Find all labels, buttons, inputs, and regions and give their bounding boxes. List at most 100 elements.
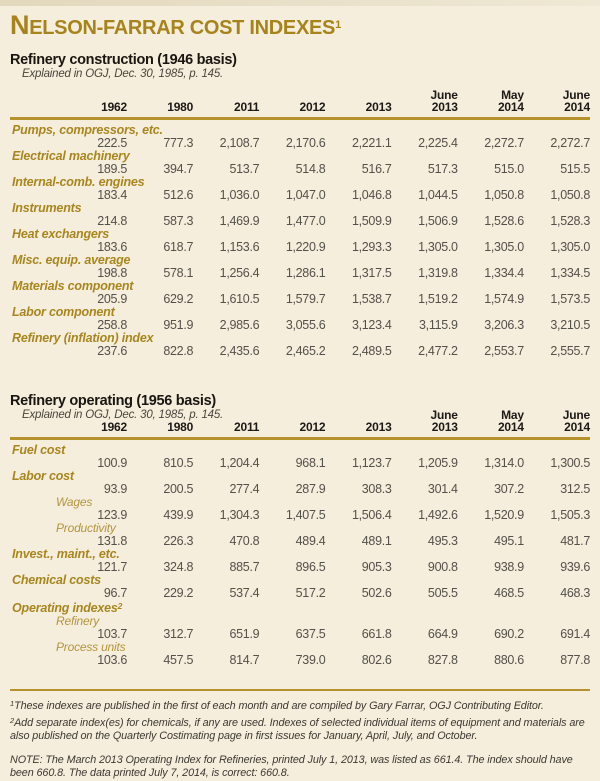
page: NELSON-FARRAR COST INDEXES1 Refinery con… — [0, 10, 600, 781]
table-row: Labor cost 93.9 200.5 277.4 287.9 308.3 … — [10, 470, 590, 496]
table-row: Operating indexes2 — [10, 600, 590, 615]
header-rule — [10, 437, 590, 440]
value-cell: 489.4 — [295, 534, 326, 548]
column-header: 2011 — [234, 420, 260, 434]
row-label-group: Operating indexes2 — [10, 600, 590, 615]
value-cell: 1,256.4 — [219, 266, 260, 280]
value-cell: 739.0 — [295, 653, 326, 667]
row-values: 93.9 200.5 277.4 287.9 308.3 301.4 307.2… — [10, 483, 590, 496]
value-cell: 661.8 — [361, 627, 392, 641]
value-cell: 1,293.3 — [351, 240, 392, 254]
row-label: Labor component — [12, 305, 115, 319]
value-cell: 515.5 — [560, 162, 590, 176]
value-cell: 1,314.0 — [484, 456, 524, 470]
value-cell: 96.7 — [103, 586, 127, 600]
row-values: 103.6 457.5 814.7 739.0 802.6 827.8 880.… — [10, 654, 590, 667]
value-cell: 2,489.5 — [351, 344, 392, 358]
value-cell: 690.2 — [494, 627, 524, 641]
table-row: Invest., maint., etc. 121.7 324.8 885.7 … — [10, 548, 590, 574]
value-cell: 885.7 — [229, 560, 260, 574]
value-cell: 468.3 — [560, 586, 590, 600]
value-cell: 1,153.6 — [219, 240, 260, 254]
column-header: May 2014 — [497, 88, 524, 114]
column-header-row: 1962 1980 2011 2012 2013 June 2013 May 2… — [10, 89, 590, 113]
value-cell: 1,047.0 — [285, 188, 326, 202]
value-cell: 822.8 — [163, 344, 194, 358]
value-cell: 900.8 — [427, 560, 458, 574]
row-label: Process units — [56, 640, 126, 654]
value-cell: 457.5 — [163, 653, 194, 667]
value-cell: 1,334.4 — [484, 266, 524, 280]
row-label: Labor cost — [12, 469, 74, 483]
value-cell: 1,505.3 — [550, 508, 590, 522]
page-title-initial: N — [10, 10, 30, 40]
value-cell: 2,221.1 — [351, 136, 392, 150]
value-cell: 183.4 — [97, 188, 127, 202]
section-subheading: Explained in OGJ, Dec. 30, 1985, p. 145. — [22, 409, 224, 421]
value-cell: 2,435.6 — [219, 344, 260, 358]
value-cell: 578.1 — [163, 266, 194, 280]
value-cell: 495.1 — [494, 534, 524, 548]
value-cell: 226.3 — [163, 534, 194, 548]
value-cell: 1,528.3 — [550, 214, 590, 228]
value-cell: 651.9 — [229, 627, 260, 641]
value-cell: 2,272.7 — [484, 136, 524, 150]
value-cell: 324.8 — [163, 560, 194, 574]
value-cell: 1,220.9 — [285, 240, 326, 254]
row-label: Refinery — [56, 614, 100, 628]
value-cell: 481.7 — [560, 534, 590, 548]
footnote: 2Add separate index(es) for chemicals, i… — [10, 714, 590, 744]
top-band — [0, 0, 600, 6]
value-cell: 1,519.2 — [418, 292, 458, 306]
value-cell: 1,317.5 — [351, 266, 392, 280]
value-cell: 222.5 — [97, 136, 127, 150]
footnote-marker: 1 — [10, 699, 15, 708]
value-cell: 2,985.6 — [219, 318, 260, 332]
section-refinery-operating: Refinery operating (1956 basis) Explaine… — [10, 394, 590, 667]
value-cell: 394.7 — [163, 162, 194, 176]
row-values: 121.7 324.8 885.7 896.5 905.3 900.8 938.… — [10, 561, 590, 574]
value-cell: 939.6 — [560, 560, 590, 574]
value-cell: 814.7 — [229, 653, 260, 667]
row-label: Pumps, compressors, etc. — [12, 123, 163, 137]
value-cell: 691.4 — [560, 627, 590, 641]
value-cell: 1,477.0 — [285, 214, 326, 228]
column-header: June 2013 — [430, 408, 458, 434]
column-header-row: 1962 1980 2011 2012 2013 June 2013 May 2… — [10, 409, 590, 433]
table-row: Wages 123.9 439.9 1,304.3 1,407.5 1,506.… — [10, 496, 590, 522]
value-cell: 1,407.5 — [285, 508, 326, 522]
row-values: 123.9 439.9 1,304.3 1,407.5 1,506.4 1,49… — [10, 509, 590, 522]
row-values: 205.9 629.2 1,610.5 1,579.7 1,538.7 1,51… — [10, 293, 590, 306]
value-cell: 502.6 — [361, 586, 392, 600]
table-row: Productivity 131.8 226.3 470.8 489.4 489… — [10, 522, 590, 548]
value-cell: 1,205.9 — [418, 456, 458, 470]
table-row: Materials component 205.9 629.2 1,610.5 … — [10, 280, 590, 306]
title-superscript: 1 — [335, 19, 341, 31]
value-cell: 514.8 — [295, 162, 326, 176]
section-heading: Refinery operating (1956 basis) — [10, 393, 216, 409]
footnote-text: These indexes are published in the first… — [14, 700, 544, 712]
value-cell: 3,055.6 — [285, 318, 326, 332]
table-row: Pumps, compressors, etc. 222.5 777.3 2,1… — [10, 124, 590, 150]
value-cell: 103.6 — [97, 653, 127, 667]
row-values: 183.6 618.7 1,153.6 1,220.9 1,293.3 1,30… — [10, 241, 590, 254]
value-cell: 258.8 — [97, 318, 127, 332]
value-cell: 629.2 — [163, 292, 194, 306]
table-row: Electrical machinery 189.5 394.7 513.7 5… — [10, 150, 590, 176]
table-row: Internal-comb. engines 183.4 512.6 1,036… — [10, 176, 590, 202]
row-values: 183.4 512.6 1,036.0 1,047.0 1,046.8 1,04… — [10, 189, 590, 202]
value-cell: 2,477.2 — [418, 344, 458, 358]
table-row: Misc. equip. average 198.8 578.1 1,256.4… — [10, 254, 590, 280]
row-label: Invest., maint., etc. — [12, 547, 120, 561]
value-cell: 505.5 — [427, 586, 458, 600]
table-row: Labor component 258.8 951.9 2,985.6 3,05… — [10, 306, 590, 332]
value-cell: 512.6 — [163, 188, 194, 202]
column-header: 2011 — [234, 100, 260, 114]
column-header: 2012 — [299, 420, 326, 434]
table-body: Fuel cost 100.9 810.5 1,204.4 968.1 1,12… — [10, 444, 590, 667]
row-values: 214.8 587.3 1,469.9 1,477.0 1,509.9 1,50… — [10, 215, 590, 228]
value-cell: 3,206.3 — [484, 318, 524, 332]
value-cell: 198.8 — [97, 266, 127, 280]
value-cell: 517.3 — [427, 162, 458, 176]
value-cell: 183.6 — [97, 240, 127, 254]
